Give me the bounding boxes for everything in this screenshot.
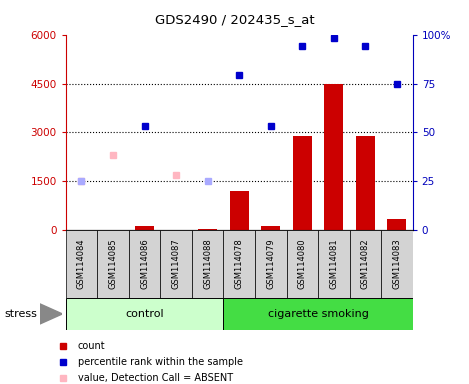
Bar xyxy=(261,225,280,230)
Text: value, Detection Call = ABSENT: value, Detection Call = ABSENT xyxy=(78,374,233,384)
Text: GSM114078: GSM114078 xyxy=(234,238,244,290)
Bar xyxy=(192,230,223,298)
Bar xyxy=(356,136,375,230)
Text: GSM114086: GSM114086 xyxy=(140,238,149,290)
Text: GSM114087: GSM114087 xyxy=(172,238,181,290)
Text: GSM114081: GSM114081 xyxy=(329,239,338,289)
Bar xyxy=(293,136,312,230)
Bar xyxy=(387,219,407,230)
Bar xyxy=(230,191,249,230)
Text: stress: stress xyxy=(5,309,38,319)
Text: cigarette smoking: cigarette smoking xyxy=(268,309,369,319)
Bar xyxy=(66,230,97,298)
Bar xyxy=(381,230,413,298)
Bar xyxy=(223,230,255,298)
Bar xyxy=(349,230,381,298)
Bar xyxy=(318,230,349,298)
Text: control: control xyxy=(125,309,164,319)
Bar xyxy=(223,298,413,330)
Text: percentile rank within the sample: percentile rank within the sample xyxy=(78,357,242,367)
Text: GSM114084: GSM114084 xyxy=(77,239,86,289)
Polygon shape xyxy=(40,304,62,324)
Bar xyxy=(198,229,217,230)
Text: GDS2490 / 202435_s_at: GDS2490 / 202435_s_at xyxy=(155,13,314,26)
Bar xyxy=(325,84,343,230)
Text: GSM114082: GSM114082 xyxy=(361,239,370,289)
Text: GSM114079: GSM114079 xyxy=(266,239,275,289)
Bar xyxy=(97,230,129,298)
Bar xyxy=(287,230,318,298)
Bar xyxy=(135,227,154,230)
Text: count: count xyxy=(78,341,106,351)
Text: GSM114080: GSM114080 xyxy=(298,239,307,289)
Bar xyxy=(66,298,223,330)
Bar xyxy=(129,230,160,298)
Text: GSM114083: GSM114083 xyxy=(393,238,401,290)
Bar xyxy=(160,230,192,298)
Text: GSM114085: GSM114085 xyxy=(108,239,118,289)
Text: GSM114088: GSM114088 xyxy=(203,238,212,290)
Bar xyxy=(255,230,287,298)
